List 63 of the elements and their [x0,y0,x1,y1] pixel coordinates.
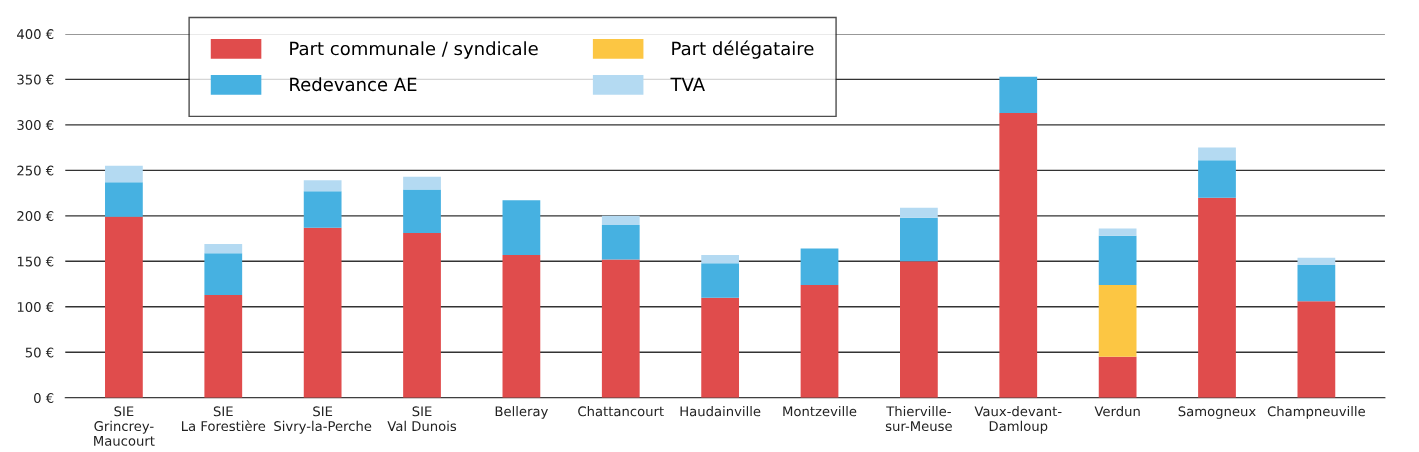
bar [1098,235,1137,285]
bar [403,176,441,190]
x-tick-label: Samogneux [1178,406,1256,419]
bar [105,165,143,183]
bar [303,191,342,228]
bar [303,180,342,192]
legend-label: Part délégataire [672,40,814,59]
y-tick-label: 150 € [17,256,54,267]
legend-label: Redevance AE [290,77,417,92]
bar [701,254,740,264]
bar [105,216,143,398]
bar [800,248,839,285]
x-tick-label: Haudainville [680,406,761,417]
bar [204,244,243,254]
x-tick-label: SIE Sivry-la-Perche [274,406,372,434]
bar [1198,197,1236,398]
bar [900,217,938,262]
bar [1297,301,1336,398]
x-tick-label: Verdun [1094,406,1140,417]
x-tick-label: SIE Val Dunois [387,406,457,432]
bar [701,263,740,298]
x-tick-label: Champneuville [1267,406,1365,419]
bar [502,200,541,255]
bar [105,182,143,217]
bar [1198,147,1236,161]
bar [204,253,243,295]
bar [1198,160,1236,198]
bar [303,227,342,398]
bar [1297,264,1336,302]
bar [900,207,938,218]
bar [403,233,441,398]
bar [204,294,243,398]
x-tick-label: Thierville- sur-Meuse [885,406,952,432]
bar [900,261,938,398]
y-tick-label: 0 € [34,392,54,403]
bar [1098,228,1137,236]
y-tick-label: 400 € [17,29,54,40]
bar [601,259,640,398]
bar [999,113,1038,398]
legend-label: TVA [670,77,705,91]
y-tick-label: 50 € [25,347,54,358]
x-tick-label: Chattancourt [578,406,664,417]
bar [403,189,441,234]
y-tick-label: 100 € [17,302,54,312]
bar [601,224,640,260]
bar [1098,356,1137,398]
x-tick-label: SIE Grincrey- Maucourt [94,406,155,446]
x-tick-label: Belleray [495,406,548,419]
bar [1098,284,1137,357]
x-tick-label: Vaux-devant- Damloup [974,406,1062,434]
legend-label: Part communale / syndicale [290,41,538,59]
y-tick-label: 300 € [17,120,54,131]
y-tick-label: 250 € [17,165,54,176]
x-tick-label: SIE La Forestière [182,406,266,432]
y-tick-label: 350 € [17,74,54,85]
bar [800,284,839,398]
bar [601,215,640,225]
y-tick-label: 200 € [17,211,54,222]
bar [1297,257,1336,265]
bar [999,76,1038,114]
bar [701,297,740,398]
bar [502,254,541,398]
x-tick-label: Montzeville [783,406,857,417]
